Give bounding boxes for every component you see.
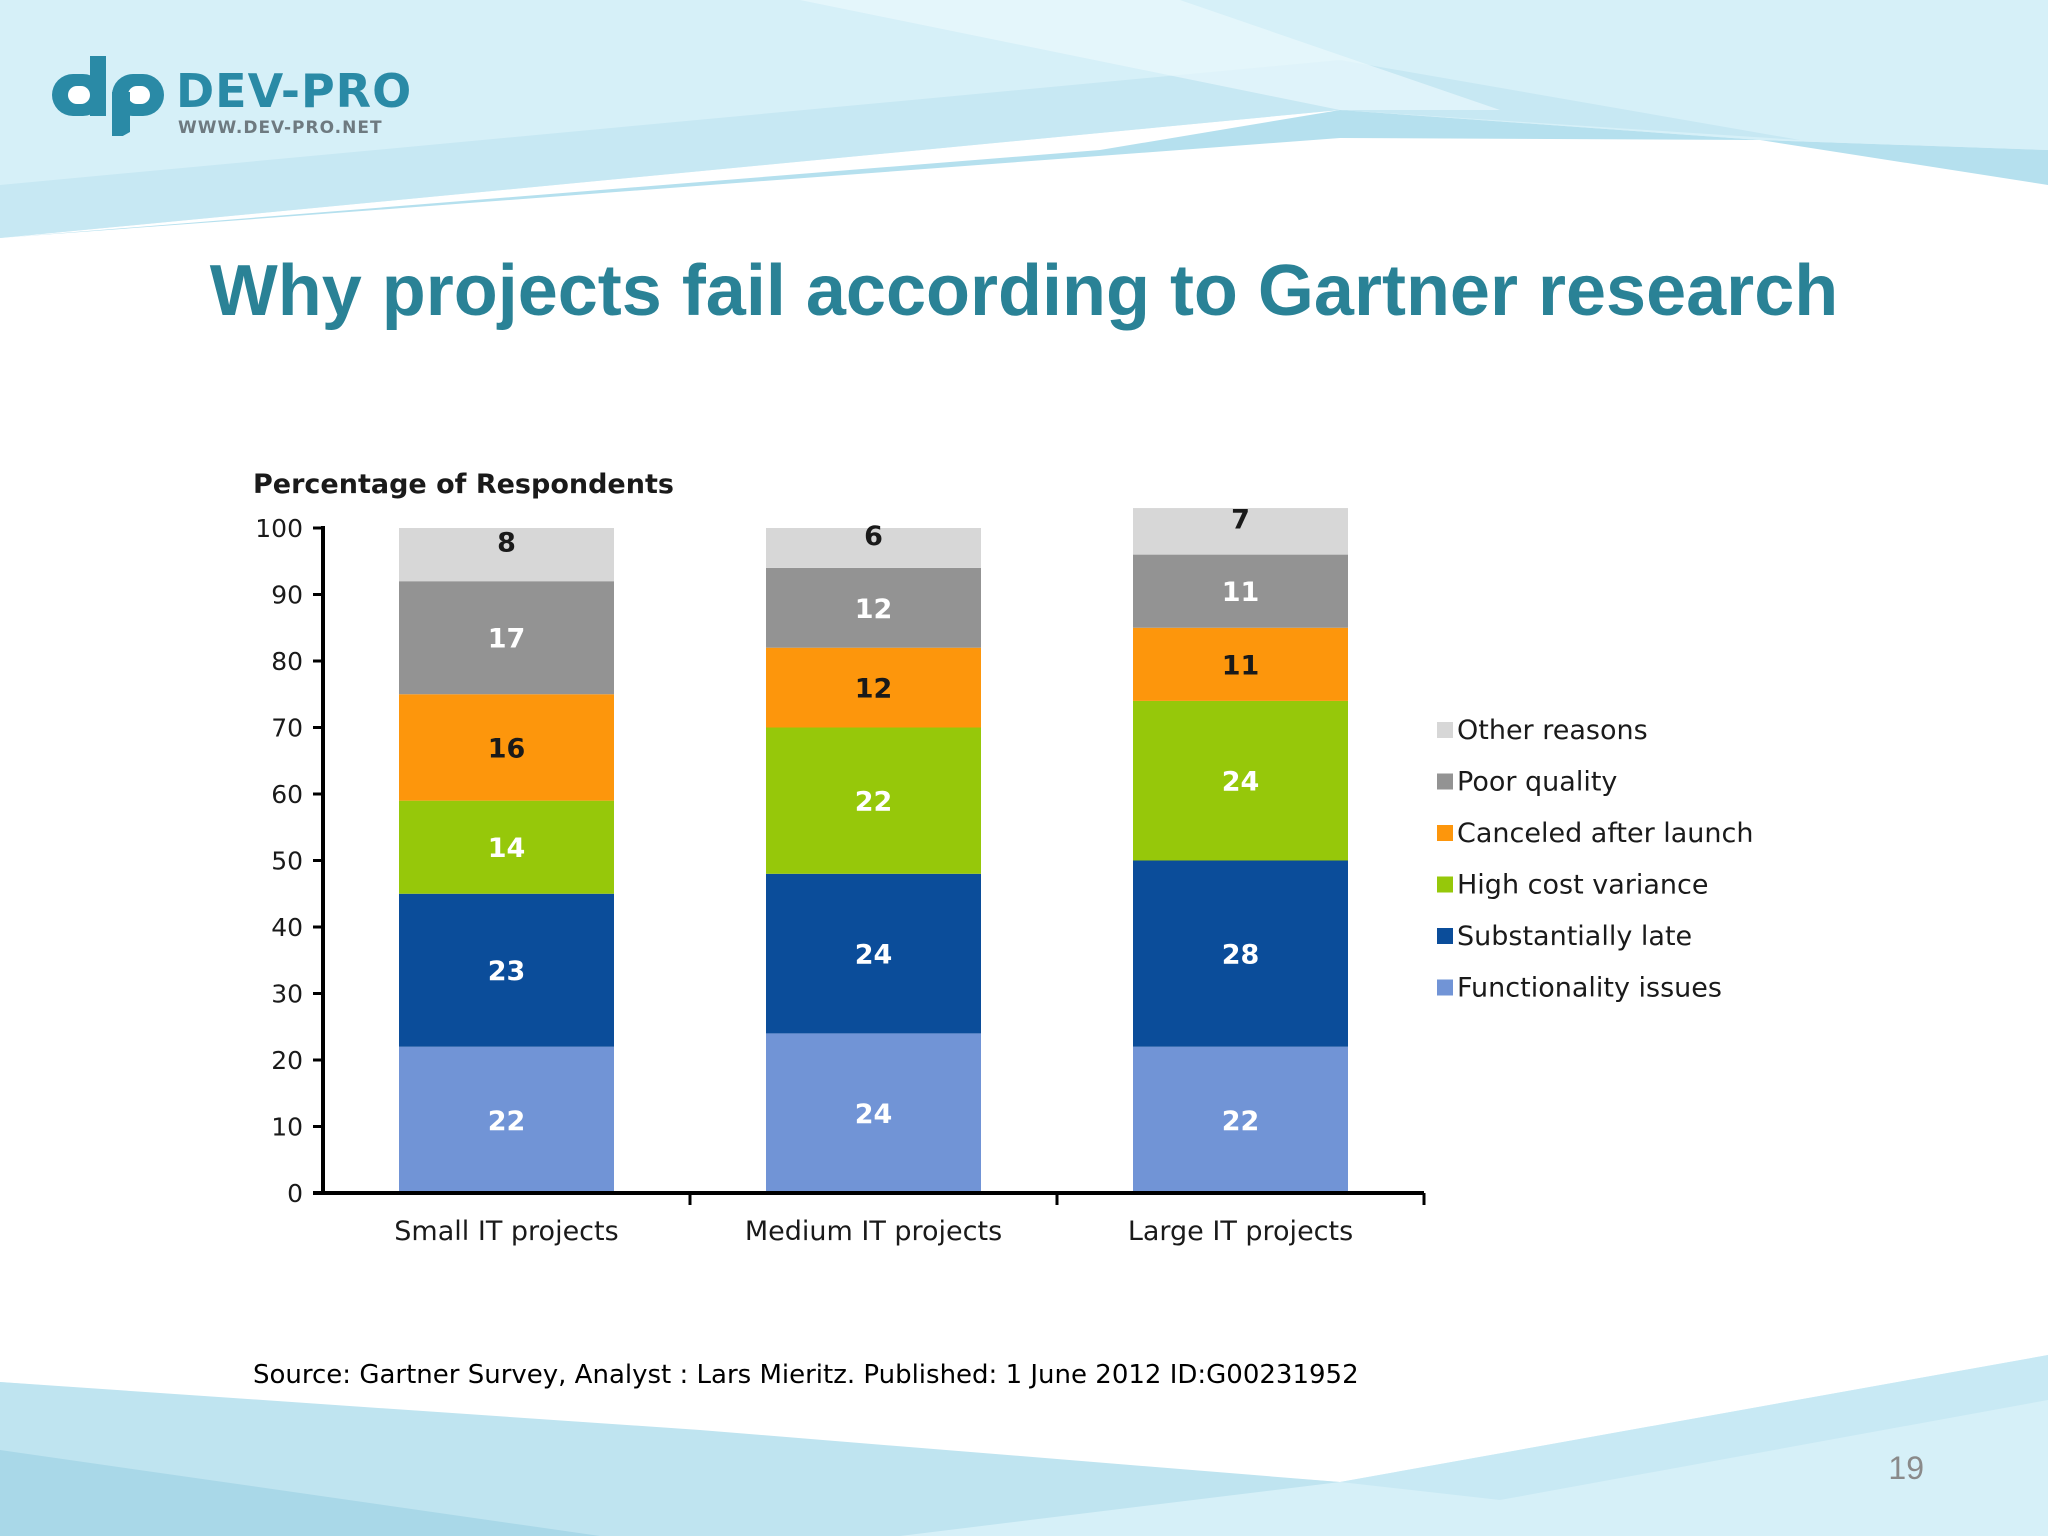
y-tick-label: 20 (271, 1046, 303, 1075)
bar-segment (1133, 860, 1348, 1047)
bar-segment (399, 581, 614, 695)
dev-pro-logo: DEV-PRO WWW.DEV-PRO.NET (50, 52, 450, 142)
legend-swatch (1437, 722, 1453, 738)
bar-segment (766, 873, 981, 1034)
y-axis-label: Percentage of Respondents (253, 469, 674, 500)
y-tick-label: 60 (271, 780, 303, 809)
legend-label: Substantially late (1457, 921, 1692, 952)
y-tick-label: 40 (271, 913, 303, 942)
data-label: 12 (855, 674, 893, 705)
data-label: 28 (1222, 940, 1260, 971)
bars: 22 23 14 16 17 8 24 24 22 12 12 6 22 28 24 11 11 7 (399, 504, 1348, 1193)
bar-segment (399, 893, 614, 1047)
bar-segment (1133, 554, 1348, 628)
data-label: 22 (855, 787, 893, 818)
slide-title: Why projects fail according to Gartner r… (209, 251, 1839, 331)
legend: Other reasons Poor quality Canceled after … (1437, 715, 1754, 1004)
bar-segment (766, 528, 981, 568)
data-label: 12 (855, 594, 893, 625)
legend-swatch (1437, 825, 1453, 841)
data-label: 16 (488, 733, 526, 764)
x-category-label: Small IT projects (394, 1216, 618, 1247)
data-label: 22 (488, 1106, 526, 1137)
y-tick-label: 0 (287, 1179, 303, 1208)
legend-label: Poor quality (1457, 767, 1617, 798)
data-label: 6 (864, 521, 883, 552)
bar-segment (399, 800, 614, 894)
y-tick-label: 50 (271, 847, 303, 876)
bar-segment (766, 1033, 981, 1193)
y-axis-ticks: 0 10 20 30 40 50 60 70 80 90 100 (255, 514, 323, 1208)
data-label: 24 (855, 1099, 893, 1130)
logo-url: WWW.DEV-PRO.NET (178, 118, 383, 138)
bar-segment (399, 528, 614, 582)
bar-segment (399, 1046, 614, 1193)
legend-label: High cost variance (1457, 870, 1708, 901)
legend-swatch (1437, 928, 1453, 944)
legend-swatch (1437, 979, 1453, 996)
bar-segment (766, 727, 981, 874)
data-label: 24 (1222, 767, 1260, 798)
data-label: 14 (488, 833, 526, 864)
axes (313, 526, 1426, 1205)
data-label: 22 (1222, 1106, 1260, 1137)
legend-label: Other reasons (1457, 715, 1648, 746)
bar-segment (1133, 508, 1348, 555)
x-category-label: Large IT projects (1128, 1216, 1353, 1247)
data-label: 7 (1231, 504, 1250, 535)
bar-segment (1133, 1046, 1348, 1193)
data-label: 8 (497, 528, 516, 559)
y-tick-label: 70 (271, 714, 303, 743)
dp-logo-mark-icon (52, 56, 164, 136)
x-category-label: Medium IT projects (745, 1216, 1002, 1247)
y-tick-label: 80 (271, 647, 303, 676)
x-axis-labels: Small IT projects Medium IT projects Large… (394, 1216, 1353, 1247)
bar-segment (1133, 627, 1348, 701)
logo-name: DEV-PRO (176, 64, 413, 118)
source-citation: Source: Gartner Survey, Analyst : Lars M… (253, 1360, 1359, 1390)
data-label: 23 (488, 956, 526, 987)
legend-swatch (1437, 876, 1453, 893)
data-label: 24 (855, 940, 893, 971)
legend-swatch (1437, 773, 1453, 790)
bar-segment (1133, 700, 1348, 861)
data-label: 11 (1222, 650, 1260, 681)
data-label: 17 (488, 624, 526, 655)
data-label: 11 (1222, 577, 1260, 608)
bar-segment (766, 647, 981, 728)
legend-label: Canceled after launch (1457, 818, 1754, 849)
y-tick-label: 100 (255, 514, 303, 543)
bar-segment (399, 694, 614, 801)
y-tick-label: 30 (271, 980, 303, 1009)
legend-label: Functionality issues (1457, 973, 1722, 1004)
bar-segment (766, 567, 981, 648)
y-tick-label: 10 (271, 1113, 303, 1142)
y-tick-label: 90 (271, 581, 303, 610)
page-number: 19 (1888, 1450, 1924, 1486)
